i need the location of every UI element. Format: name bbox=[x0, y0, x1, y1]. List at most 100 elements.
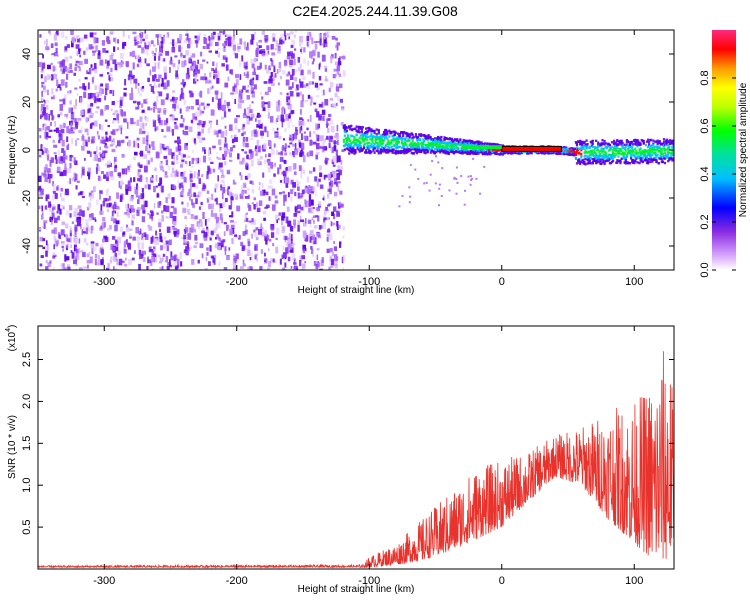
ridge-cell bbox=[615, 149, 618, 153]
noise-speckle bbox=[294, 34, 296, 39]
noise-speckle bbox=[77, 192, 80, 196]
noise-speckle bbox=[134, 269, 137, 270]
noise-speckle bbox=[226, 224, 229, 231]
ridge-cell bbox=[372, 135, 375, 138]
noise-speckle bbox=[309, 131, 312, 138]
noise-speckle bbox=[276, 101, 280, 105]
noise-speckle bbox=[258, 186, 261, 191]
noise-speckle bbox=[329, 180, 334, 188]
noise-speckle bbox=[329, 262, 332, 269]
noise-speckle bbox=[199, 90, 203, 98]
ridge-cell bbox=[645, 140, 649, 143]
noise-speckle bbox=[251, 63, 255, 69]
noise-speckle bbox=[190, 93, 194, 98]
noise-speckle bbox=[292, 151, 295, 158]
noise-speckle bbox=[268, 78, 272, 84]
noise-speckle bbox=[247, 246, 250, 253]
noise-speckle bbox=[159, 185, 162, 191]
noise-speckle bbox=[307, 86, 310, 90]
noise-speckle bbox=[335, 86, 340, 92]
noise-speckle bbox=[165, 159, 169, 166]
ridge-cell bbox=[345, 129, 349, 133]
noise-speckle bbox=[264, 230, 268, 237]
noise-speckle bbox=[336, 83, 338, 88]
ridge-cell bbox=[598, 155, 601, 158]
noise-speckle bbox=[311, 191, 314, 194]
noise-speckle bbox=[179, 95, 182, 101]
noise-speckle bbox=[250, 252, 254, 259]
noise-speckle bbox=[61, 129, 65, 134]
noise-speckle bbox=[224, 137, 227, 143]
noise-speckle bbox=[314, 82, 318, 88]
noise-speckle bbox=[342, 267, 344, 270]
ridge-cell bbox=[645, 154, 649, 158]
noise-speckle bbox=[141, 32, 143, 35]
noise-speckle bbox=[293, 213, 297, 217]
noise-speckle bbox=[186, 43, 191, 49]
noise-speckle bbox=[228, 205, 232, 210]
noise-speckle bbox=[55, 159, 58, 164]
noise-speckle bbox=[40, 115, 43, 118]
noise-speckle bbox=[180, 164, 183, 168]
ridge-cell bbox=[469, 141, 473, 144]
noise-speckle bbox=[87, 136, 90, 143]
noise-speckle bbox=[99, 193, 101, 200]
noise-speckle bbox=[66, 67, 70, 72]
noise-speckle bbox=[98, 50, 101, 56]
noise-speckle bbox=[144, 200, 148, 208]
noise-speckle bbox=[196, 157, 199, 162]
noise-speckle bbox=[127, 212, 130, 218]
noise-speckle bbox=[75, 263, 78, 266]
ridge-cell bbox=[587, 161, 590, 165]
noise-speckle bbox=[186, 33, 189, 41]
noise-speckle bbox=[159, 33, 162, 39]
noise-speckle bbox=[180, 82, 184, 85]
noise-speckle bbox=[303, 47, 306, 53]
noise-speckle bbox=[188, 188, 192, 194]
noise-speckle bbox=[84, 128, 89, 133]
ridge-cell bbox=[396, 139, 399, 142]
noise-speckle bbox=[181, 201, 184, 205]
ridge-cell bbox=[378, 136, 381, 139]
noise-speckle bbox=[76, 38, 81, 43]
noise-speckle bbox=[53, 129, 57, 132]
noise-speckle bbox=[74, 118, 77, 123]
noise-speckle bbox=[318, 114, 322, 120]
ridge-cell bbox=[422, 146, 425, 149]
ridge-cell bbox=[602, 147, 605, 151]
noise-speckle bbox=[209, 245, 212, 252]
ridge-cell bbox=[388, 129, 391, 132]
noise-speckle bbox=[203, 106, 206, 110]
noise-speckle bbox=[234, 221, 237, 224]
ridge-cell bbox=[630, 157, 633, 160]
noise-speckle bbox=[267, 267, 271, 270]
noise-speckle bbox=[259, 226, 264, 231]
noise-speckle bbox=[90, 102, 94, 107]
ridge-cell bbox=[345, 139, 349, 142]
ridge-outlier bbox=[409, 195, 412, 198]
noise-speckle bbox=[38, 227, 42, 230]
noise-speckle bbox=[106, 208, 110, 213]
ridge-cell bbox=[580, 154, 583, 158]
noise-speckle bbox=[273, 259, 277, 263]
noise-speckle bbox=[308, 194, 312, 201]
noise-speckle bbox=[125, 227, 130, 232]
bottom-y-tick-label: 1.5 bbox=[21, 436, 33, 451]
ridge-cell bbox=[649, 152, 652, 155]
noise-speckle bbox=[50, 62, 53, 65]
noise-speckle bbox=[234, 182, 237, 185]
noise-speckle bbox=[89, 195, 92, 201]
noise-speckle bbox=[235, 253, 239, 260]
noise-speckle bbox=[44, 205, 48, 210]
noise-speckle bbox=[291, 124, 294, 127]
noise-speckle bbox=[269, 75, 273, 79]
noise-speckle bbox=[271, 59, 274, 67]
noise-speckle bbox=[221, 48, 226, 51]
ridge-cell bbox=[610, 155, 614, 159]
noise-speckle bbox=[177, 145, 182, 151]
ridge-cell bbox=[603, 161, 606, 164]
noise-speckle bbox=[181, 60, 185, 68]
noise-speckle bbox=[268, 179, 273, 184]
noise-speckle bbox=[165, 216, 169, 219]
noise-speckle bbox=[140, 37, 142, 44]
